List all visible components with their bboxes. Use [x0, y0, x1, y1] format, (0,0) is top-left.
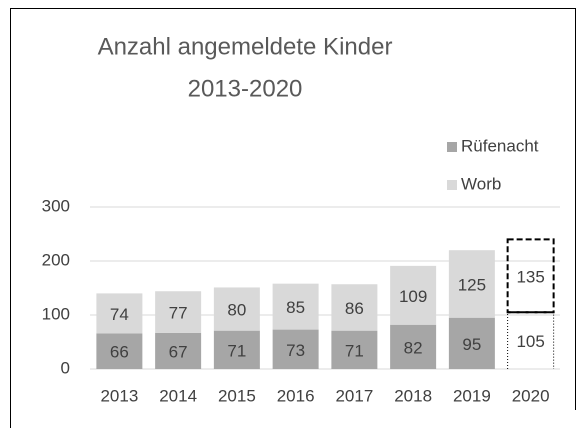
chart-title: Anzahl angemeldete Kinder — [98, 33, 393, 60]
bar-segment — [272, 329, 319, 369]
legend-swatch — [447, 142, 457, 152]
bar-segment — [331, 284, 378, 331]
data-label: 66 — [110, 343, 129, 362]
legend-label: Rüfenacht — [461, 136, 539, 155]
data-label: 67 — [169, 342, 188, 361]
bar-segment — [331, 330, 378, 369]
data-label: 125 — [458, 275, 486, 294]
data-label: 135 — [516, 267, 544, 286]
data-label: 74 — [110, 305, 129, 324]
bar-segment — [155, 332, 202, 369]
data-label: 86 — [345, 299, 364, 318]
x-tick-label: 2018 — [394, 386, 432, 405]
x-tick-label: 2016 — [277, 386, 315, 405]
bar-segment — [448, 250, 495, 318]
data-label: 73 — [286, 341, 305, 360]
data-label: 77 — [169, 304, 188, 323]
data-label: 109 — [399, 287, 427, 306]
data-label: 82 — [404, 338, 423, 357]
bar-segment — [506, 238, 555, 314]
x-tick-label: 2015 — [218, 386, 256, 405]
bar-segment — [272, 283, 319, 330]
data-label: 85 — [286, 298, 305, 317]
bar-segment — [390, 265, 437, 325]
chart-title: 2013-2020 — [188, 75, 303, 102]
bar-segment — [96, 293, 143, 334]
bar-segment — [96, 333, 143, 369]
bar-segment — [155, 291, 202, 333]
legend-label: Worb — [461, 174, 501, 193]
x-tick-label: 2019 — [453, 386, 491, 405]
frame — [10, 8, 576, 428]
x-tick-label: 2014 — [159, 386, 197, 405]
bar-segment — [213, 287, 260, 331]
bar-segment — [448, 317, 495, 369]
y-tick-label: 200 — [42, 250, 70, 269]
data-label: 71 — [345, 341, 364, 360]
x-tick-label: 2013 — [100, 386, 138, 405]
y-tick-label: 0 — [61, 358, 70, 377]
data-label: 105 — [516, 332, 544, 351]
x-tick-label: 2020 — [512, 386, 550, 405]
bar-segment — [390, 324, 437, 369]
data-label: 80 — [227, 301, 246, 320]
data-label: 95 — [462, 335, 481, 354]
data-label: 71 — [227, 341, 246, 360]
y-tick-label: 100 — [42, 304, 70, 323]
bar-segment — [213, 330, 260, 369]
y-tick-label: 300 — [42, 196, 70, 215]
legend-swatch — [447, 180, 457, 190]
x-tick-label: 2017 — [335, 386, 373, 405]
